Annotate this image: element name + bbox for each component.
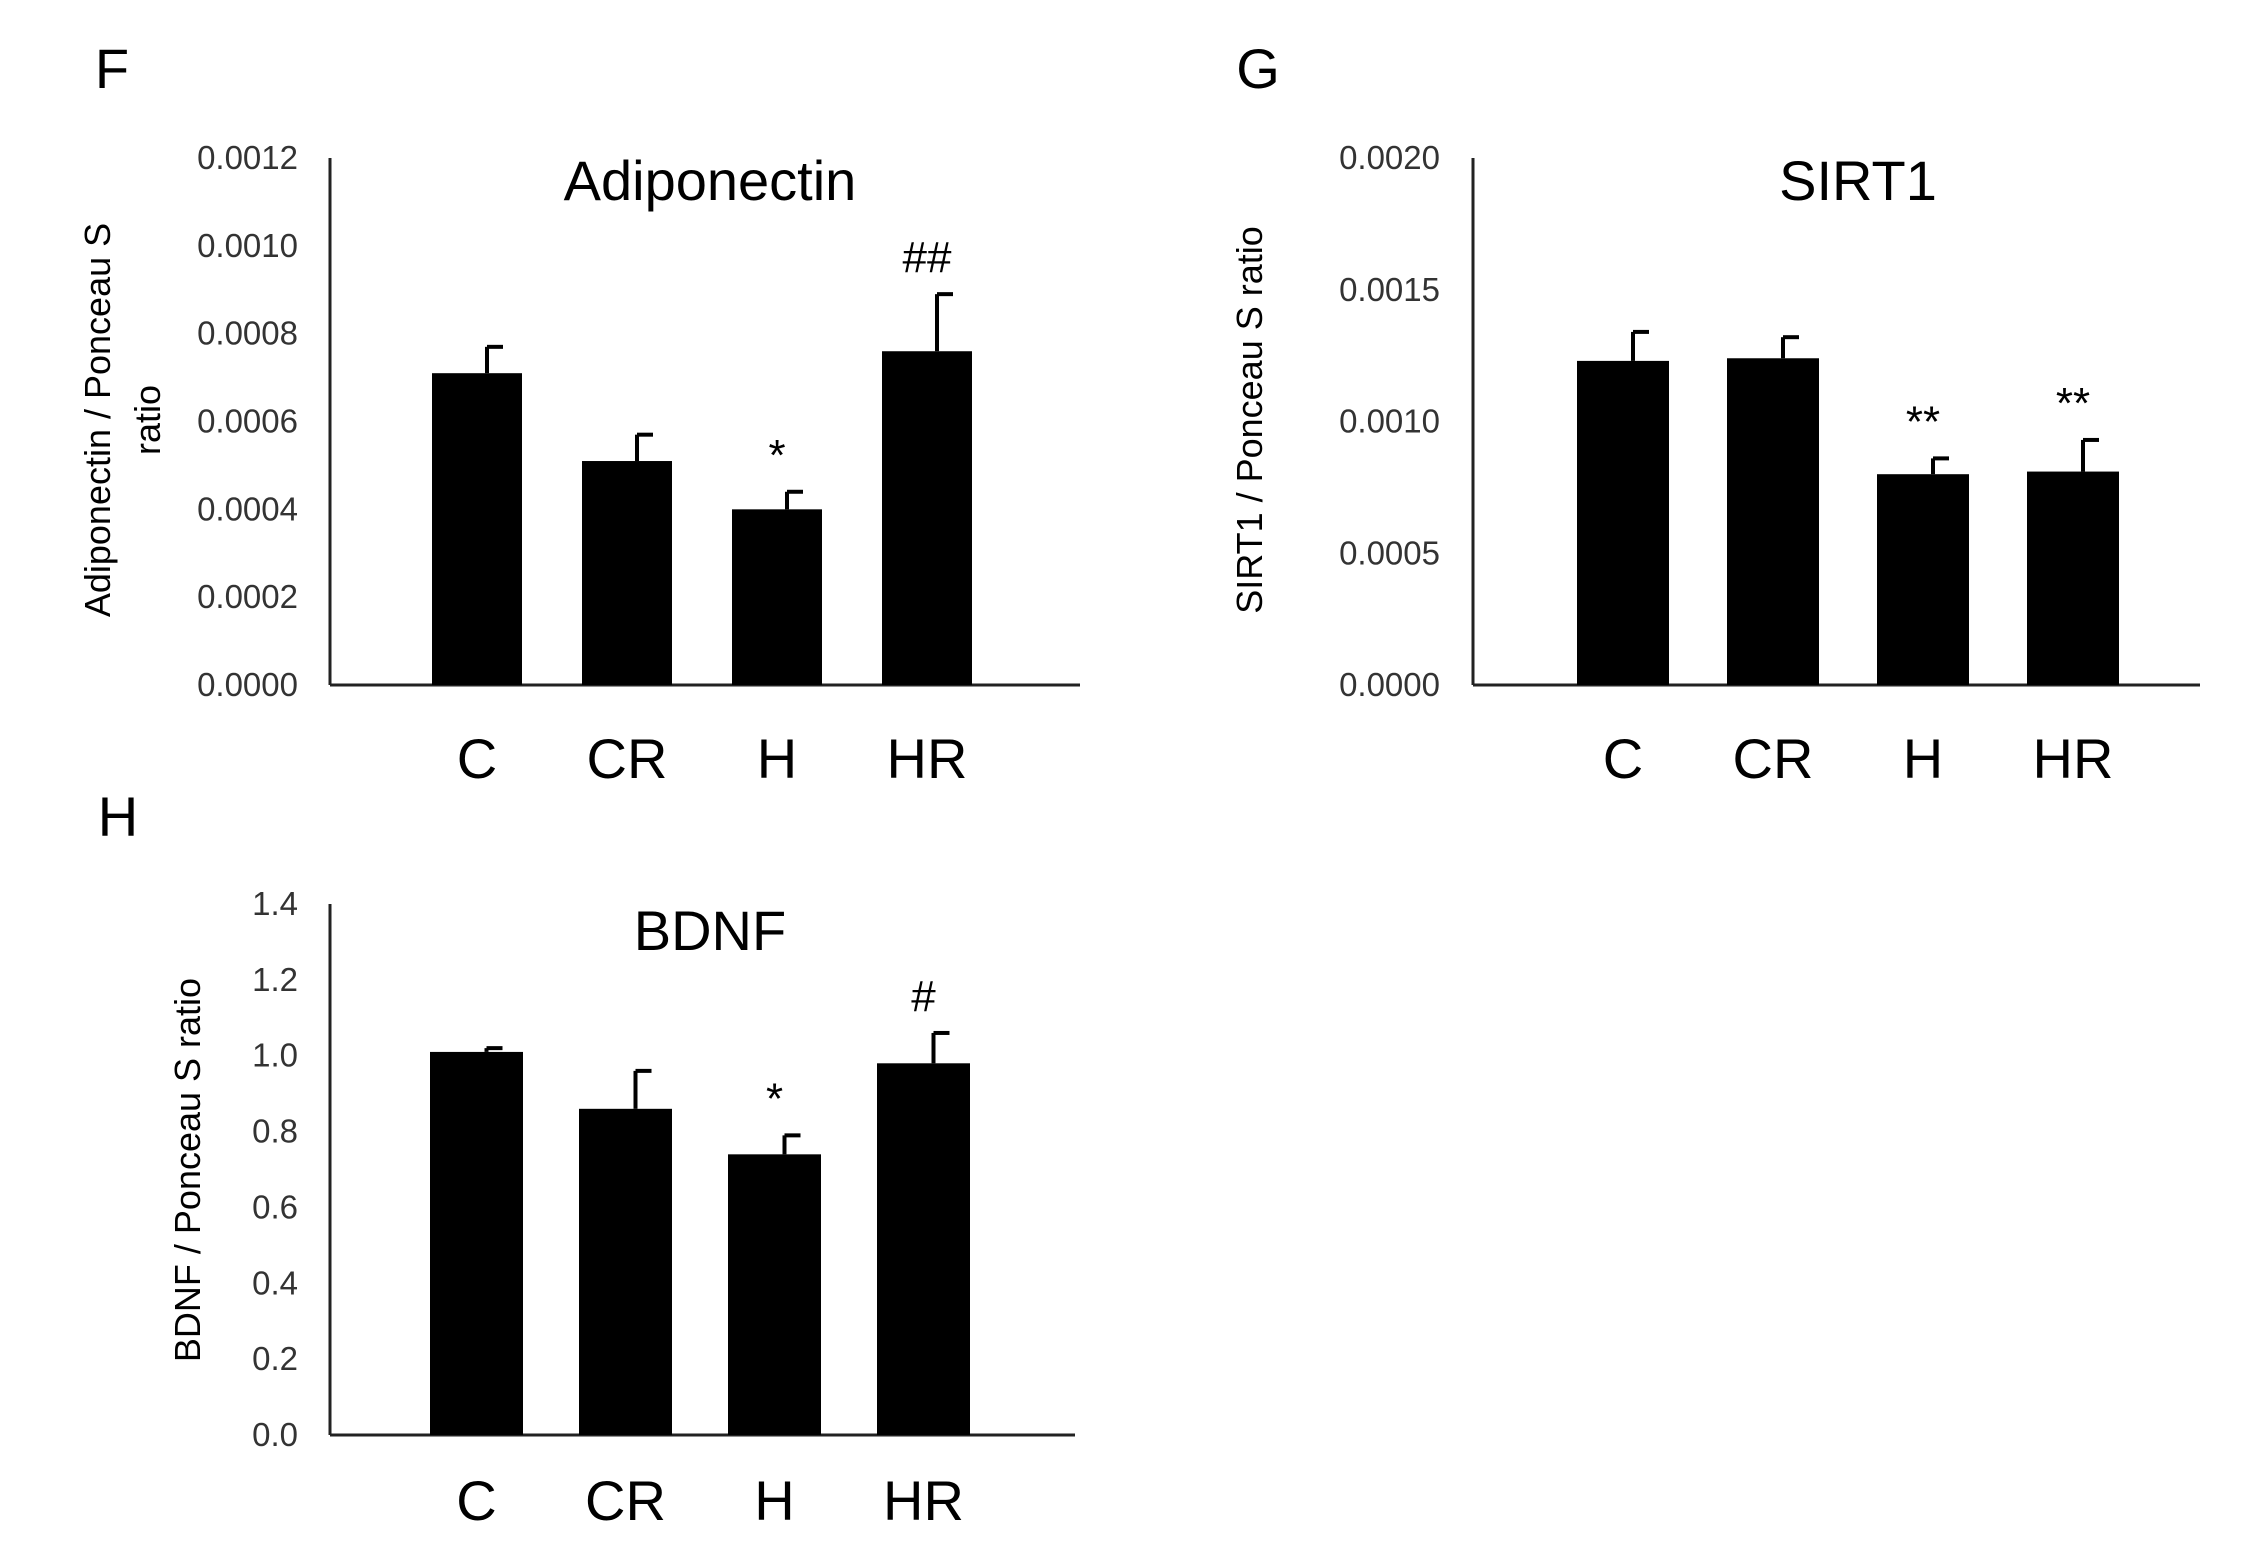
x-category-label: C xyxy=(456,1469,496,1532)
panel-letter-G: G xyxy=(1236,37,1280,100)
panel-letter-F: F xyxy=(95,37,129,100)
bar-HR xyxy=(882,351,972,685)
chart-title: Adiponectin xyxy=(564,149,857,212)
y-tick-label: 0.0010 xyxy=(197,227,298,264)
significance-mark: ## xyxy=(903,233,952,282)
panel-letter-H: H xyxy=(98,785,138,848)
y-axis-label: SIRT1 / Ponceau S ratio xyxy=(1229,226,1270,614)
bar-H xyxy=(1877,474,1969,685)
x-category-label: H xyxy=(754,1469,794,1532)
bar-CR xyxy=(579,1108,672,1435)
significance-mark: ** xyxy=(2056,379,2090,428)
bar-H xyxy=(732,509,822,685)
x-category-label: CR xyxy=(585,1469,666,1532)
chart-title: BDNF xyxy=(634,899,786,962)
y-tick-label: 1.0 xyxy=(252,1037,298,1074)
bar-C xyxy=(1577,360,1669,685)
y-axis-label: BDNF / Ponceau S ratio xyxy=(167,978,208,1362)
y-tick-label: 0.0015 xyxy=(1339,271,1440,308)
y-tick-label: 0.2 xyxy=(252,1340,298,1377)
bar-H xyxy=(728,1154,821,1435)
x-category-label: H xyxy=(757,727,797,790)
bar-C xyxy=(432,373,522,685)
x-category-label: C xyxy=(457,727,497,790)
x-category-label: CR xyxy=(587,727,668,790)
x-category-label: HR xyxy=(2033,727,2114,790)
y-tick-label: 0.0000 xyxy=(197,666,298,703)
y-tick-label: 0.0012 xyxy=(197,139,298,176)
x-category-label: C xyxy=(1603,727,1643,790)
significance-mark: * xyxy=(766,1074,783,1123)
y-tick-label: 0.0004 xyxy=(197,490,298,527)
y-tick-label: 0.6 xyxy=(252,1188,298,1225)
y-tick-label: 0.0000 xyxy=(1339,666,1440,703)
y-tick-label: 0.0005 xyxy=(1339,534,1440,571)
significance-mark: ** xyxy=(1906,397,1940,446)
bar-HR xyxy=(877,1063,970,1435)
significance-mark: # xyxy=(911,972,936,1021)
bar-CR xyxy=(582,461,672,685)
significance-mark: * xyxy=(768,431,785,480)
chart-title: SIRT1 xyxy=(1779,149,1937,212)
y-tick-label: 0.4 xyxy=(252,1264,298,1301)
x-category-label: CR xyxy=(1733,727,1814,790)
y-tick-label: 0.8 xyxy=(252,1113,298,1150)
chart-panel-G: G SIRT1 SIRT1 / Ponceau S ratio 0.0000 0.000… xyxy=(1229,37,2200,790)
y-tick-label: 0.0 xyxy=(252,1416,298,1453)
y-tick-label: 1.2 xyxy=(252,961,298,998)
bar-CR xyxy=(1727,358,1819,685)
x-category-label: HR xyxy=(887,727,968,790)
x-category-label: H xyxy=(1903,727,1943,790)
y-axis-label: Adiponectin / Ponceau S xyxy=(77,223,118,617)
bar-C xyxy=(430,1051,523,1435)
y-tick-label: 0.0008 xyxy=(197,315,298,352)
bar-HR xyxy=(2027,471,2119,685)
y-tick-label: 1.4 xyxy=(252,885,298,922)
y-tick-label: 0.0010 xyxy=(1339,403,1440,440)
chart-panel-H: H BDNF BDNF / Ponceau S ratio 0.0 0.2 0.4 0.6 0… xyxy=(98,785,1075,1532)
y-axis-label: ratio xyxy=(127,385,168,455)
y-tick-label: 0.0020 xyxy=(1339,139,1440,176)
y-tick-label: 0.0002 xyxy=(197,578,298,615)
y-tick-label: 0.0006 xyxy=(197,403,298,440)
x-category-label: HR xyxy=(883,1469,964,1532)
